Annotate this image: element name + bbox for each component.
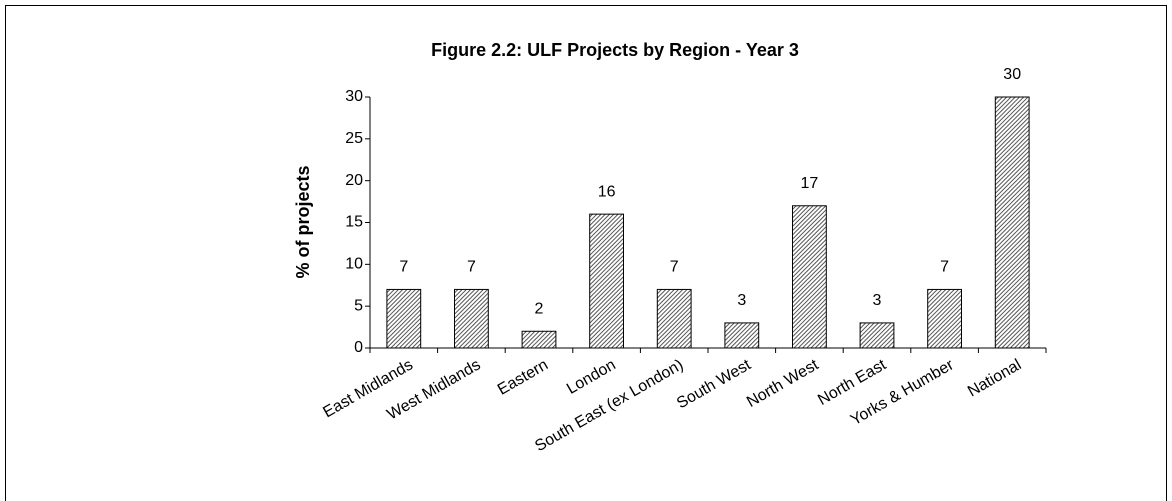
value-label: 7: [399, 259, 408, 276]
bar: [386, 288, 422, 349]
value-label: 17: [801, 175, 819, 192]
x-tick-label: Eastern: [495, 356, 551, 398]
x-tick-label: South West: [674, 356, 754, 412]
value-label: 3: [873, 292, 882, 309]
value-label: 30: [1003, 66, 1021, 83]
value-label: 7: [670, 259, 679, 276]
y-tick-label: 20: [345, 172, 363, 189]
value-label: 2: [535, 300, 544, 317]
value-label: 7: [940, 259, 949, 276]
x-tick-label: North West: [744, 356, 822, 411]
y-tick-label: 25: [345, 130, 363, 147]
y-tick-label: 30: [345, 88, 363, 105]
bar: [724, 322, 760, 349]
value-label: 16: [598, 183, 616, 200]
y-tick-label: 10: [345, 256, 363, 273]
chart-title: Figure 2.2: ULF Projects by Region - Yea…: [431, 40, 799, 60]
bar: [859, 322, 895, 349]
frame: [5, 5, 1167, 501]
x-tick-label: London: [564, 356, 619, 397]
bar: [454, 288, 489, 349]
bar: [792, 205, 827, 349]
bar: [994, 96, 1030, 349]
y-tick-label: 0: [354, 339, 363, 356]
bar: [521, 330, 557, 349]
x-tick-label: National: [965, 356, 1024, 400]
bar: [589, 213, 625, 349]
value-label: 3: [737, 292, 746, 309]
bar: [927, 288, 963, 349]
bar: [656, 288, 692, 349]
y-tick-label: 15: [345, 214, 363, 231]
y-axis-label: % of projects: [293, 165, 313, 278]
value-label: 7: [467, 259, 476, 276]
y-tick-label: 5: [354, 297, 363, 314]
